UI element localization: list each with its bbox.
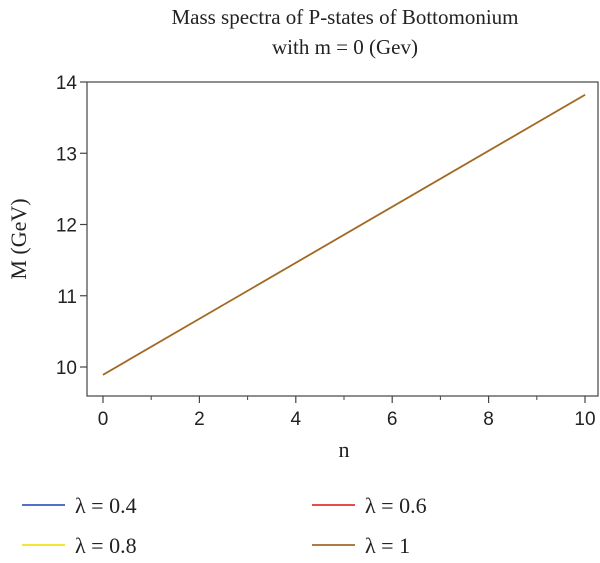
legend-label: λ = 0.4	[75, 493, 137, 518]
x-tick-label: 0	[98, 409, 109, 430]
legend: λ = 0.4 λ = 0.6 λ = 0.8 λ = 1	[22, 493, 427, 558]
legend-label: λ = 1	[365, 533, 410, 558]
x-axis-label: n	[339, 437, 350, 462]
series-line-4	[102, 94, 586, 376]
x-axis-ticks: 0 2 4 6 8 10	[98, 396, 596, 430]
x-tick-label: 8	[483, 409, 494, 430]
y-axis-label: M (GeV)	[6, 198, 31, 279]
y-tick-label: 14	[56, 73, 78, 94]
x-tick-label: 2	[194, 409, 205, 430]
y-tick-label: 11	[57, 287, 77, 308]
x-tick-label: 6	[387, 409, 398, 430]
y-tick-label: 13	[56, 144, 77, 165]
legend-label: λ = 0.8	[75, 533, 137, 558]
y-tick-label: 10	[56, 358, 77, 379]
x-tick-label: 10	[574, 409, 595, 430]
legend-label: λ = 0.6	[365, 493, 427, 518]
y-axis-ticks: 10 11 12 13 14	[56, 73, 87, 379]
x-tick-label: 4	[291, 409, 302, 430]
y-tick-label: 12	[56, 216, 77, 237]
series-lines	[102, 94, 586, 376]
plot-frame	[86, 81, 599, 397]
chart-title-line-1: Mass spectra of P-states of Bottomonium	[171, 5, 518, 29]
chart-title-line-2: with m = 0 (Gev)	[272, 35, 418, 59]
